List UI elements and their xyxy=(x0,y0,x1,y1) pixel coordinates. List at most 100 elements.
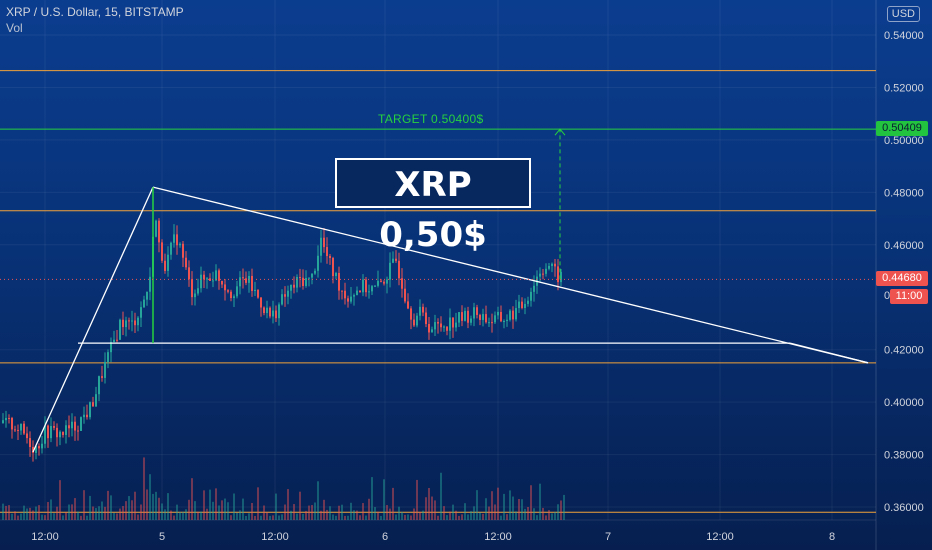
volume-bar xyxy=(23,505,25,520)
volume-bar xyxy=(533,508,535,520)
candle-body xyxy=(527,300,529,304)
volume-bar xyxy=(227,502,229,520)
candle-body xyxy=(428,323,430,333)
candle-body xyxy=(101,376,103,378)
candle-body xyxy=(194,293,196,298)
candle-body xyxy=(146,291,148,300)
candle-body xyxy=(302,277,304,286)
volume-bar xyxy=(122,505,124,520)
volume-bar xyxy=(176,504,178,520)
candle-body xyxy=(419,306,421,316)
volume-bar xyxy=(5,505,7,520)
candle-body xyxy=(434,322,436,330)
candle-body xyxy=(248,275,250,283)
candle-body xyxy=(263,307,265,314)
volume-bar xyxy=(230,515,232,520)
volume-bar xyxy=(437,515,439,520)
candle-body xyxy=(308,277,310,279)
volume-bar xyxy=(413,508,415,520)
volume-bar xyxy=(302,513,304,520)
volume-bar xyxy=(347,515,349,520)
volume-bar xyxy=(443,506,445,520)
candle-body xyxy=(209,278,211,281)
candle-body xyxy=(143,299,145,308)
volume-bar xyxy=(356,510,358,520)
candle-body xyxy=(470,318,472,323)
candle-body xyxy=(323,237,325,248)
candle-body xyxy=(167,254,169,271)
volume-bar xyxy=(140,504,142,520)
volume-bar xyxy=(221,500,223,520)
candle-body xyxy=(494,315,496,323)
candle-body xyxy=(464,310,466,321)
candle-body xyxy=(473,307,475,319)
time-tick-label: 12:00 xyxy=(31,531,59,543)
volume-bar xyxy=(311,505,313,520)
candle-body xyxy=(530,291,532,301)
volume-bar xyxy=(26,508,28,520)
volume-bar xyxy=(371,477,373,520)
volume-bar xyxy=(119,508,121,520)
volume-bar xyxy=(458,515,460,520)
volume-bar xyxy=(452,504,454,520)
candle-body xyxy=(107,352,109,362)
volume-bar xyxy=(8,505,10,520)
volume-bar xyxy=(359,515,361,520)
volume-bar xyxy=(383,479,385,520)
candle-body xyxy=(149,276,151,292)
candle-body xyxy=(548,265,550,269)
volume-bar xyxy=(461,514,463,520)
candle-body xyxy=(545,268,547,274)
currency-button[interactable]: USD xyxy=(886,6,920,22)
candle-body xyxy=(338,273,340,291)
candle-body xyxy=(374,285,376,287)
volume-bar xyxy=(254,515,256,520)
volume-bar xyxy=(482,513,484,520)
candle-body xyxy=(461,312,463,321)
candle-body xyxy=(59,431,61,438)
volume-bar xyxy=(374,507,376,520)
candle-body xyxy=(173,234,175,243)
volume-bar xyxy=(428,488,430,520)
volume-bar xyxy=(455,510,457,520)
volume-bar xyxy=(284,504,286,520)
candle-body xyxy=(221,280,223,285)
volume-bar xyxy=(20,513,22,520)
volume-bar xyxy=(425,497,427,520)
volume-bar xyxy=(92,506,94,520)
volume-bar xyxy=(77,511,79,520)
candle-body xyxy=(17,429,19,431)
volume-bar xyxy=(98,506,100,520)
candle-body xyxy=(326,247,328,257)
volume-bar xyxy=(467,514,469,520)
volume-bar xyxy=(320,510,322,520)
price-tick-label: 0.50000 xyxy=(884,135,924,147)
candle-body xyxy=(404,288,406,302)
candle-body xyxy=(311,273,313,278)
candle-body xyxy=(509,310,511,320)
target-label: TARGET 0.50400$ xyxy=(378,112,484,126)
candle-body xyxy=(314,270,316,274)
candle-body xyxy=(524,303,526,309)
candle-body xyxy=(155,220,157,237)
target-arrow-head xyxy=(554,128,566,136)
volume-bar xyxy=(68,504,70,520)
current-price-tag: 0.44680 xyxy=(876,271,928,286)
candle-body xyxy=(41,443,43,449)
volume-bar xyxy=(185,509,187,520)
time-tick-label: 5 xyxy=(159,531,165,543)
volume-bar xyxy=(71,504,73,520)
volume-bar xyxy=(38,505,40,520)
candle-body xyxy=(293,284,295,288)
volume-bar xyxy=(407,514,409,520)
volume-bar xyxy=(497,487,499,520)
volume-bar xyxy=(110,495,112,520)
triangle-upper-trendline xyxy=(152,186,869,364)
volume-bar xyxy=(239,510,241,520)
candle-body xyxy=(71,421,73,429)
volume-bar xyxy=(536,515,538,520)
time-tick-label: 12:00 xyxy=(484,531,512,543)
volume-bar xyxy=(17,515,19,520)
